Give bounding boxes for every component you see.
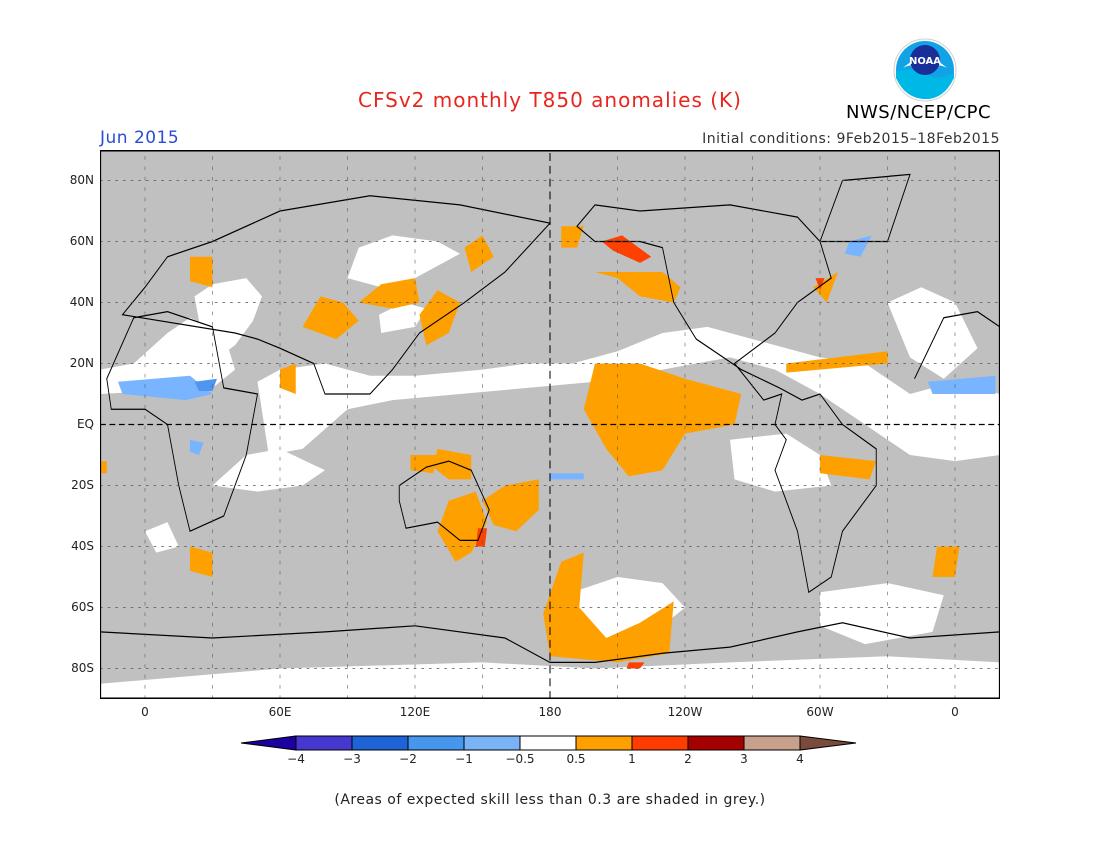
colorbar-swatch — [687, 735, 745, 751]
colorbar-swatch — [631, 735, 689, 751]
colorbar-label: −3 — [343, 752, 361, 766]
lon-tick-label: 60E — [268, 705, 292, 719]
initial-conditions: Initial conditions: 9Feb2015–18Feb2015 — [702, 131, 1000, 147]
coastlines — [100, 173, 1000, 664]
noaa-logo-icon: NOAA — [893, 38, 957, 102]
lat-tick-label: EQ — [76, 416, 94, 431]
forecast-month: Jun 2015 — [100, 128, 180, 148]
lat-tick-label: 40S — [71, 538, 94, 553]
colorbar-arrow-left — [240, 735, 297, 751]
colorbar-label: −4 — [287, 752, 305, 766]
lat-tick-label: 80S — [71, 660, 94, 675]
lon-tick-label: 120E — [399, 705, 431, 719]
lat-tick-label: 60N — [69, 233, 94, 248]
colorbar-swatch — [351, 735, 409, 751]
colorbar — [240, 735, 857, 751]
colorbar-swatch — [575, 735, 633, 751]
colorbar-label: −2 — [399, 752, 417, 766]
lat-tick-label: 40N — [69, 294, 94, 309]
colorbar-label: 2 — [684, 752, 692, 766]
lat-tick-label: 20N — [69, 355, 94, 370]
colorbar-arrow-right — [799, 735, 857, 751]
warm-anomalies-1-to-2 — [475, 235, 825, 669]
colorbar-label: −1 — [455, 752, 473, 766]
chart-title: CFSv2 monthly T850 anomalies (K) — [358, 88, 742, 112]
footnote: (Areas of expected skill less than 0.3 a… — [334, 792, 766, 808]
colorbar-label: 4 — [796, 752, 804, 766]
colorbar-label: 1 — [628, 752, 636, 766]
lat-tick-label: 20S — [71, 477, 94, 492]
colorbar-swatch — [743, 735, 801, 751]
lat-tick-label: 80N — [69, 172, 94, 187]
colorbar-label: 3 — [740, 752, 748, 766]
cold-anomalies — [118, 235, 996, 480]
lon-tick-label: 0 — [141, 705, 149, 719]
colorbar-label: 0.5 — [566, 752, 586, 766]
colorbar-swatch — [519, 735, 577, 751]
lat-tick-label: 60S — [71, 599, 94, 614]
equator-dateline — [100, 150, 1000, 699]
lon-tick-label: 0 — [951, 705, 959, 719]
svg-text:NOAA: NOAA — [909, 56, 941, 67]
organization-label: NWS/NCEP/CPC — [846, 102, 992, 123]
colorbar-swatch — [463, 735, 521, 751]
anomaly-map — [100, 150, 1000, 699]
lon-tick-label: 60W — [806, 705, 834, 719]
colorbar-label: −0.5 — [505, 752, 535, 766]
warm-anomalies-0-5-to-1 — [100, 226, 960, 663]
colorbar-swatch — [295, 735, 353, 751]
lon-tick-label: 180 — [538, 705, 562, 719]
colorbar-swatch — [407, 735, 465, 751]
lon-tick-label: 120W — [667, 705, 703, 719]
